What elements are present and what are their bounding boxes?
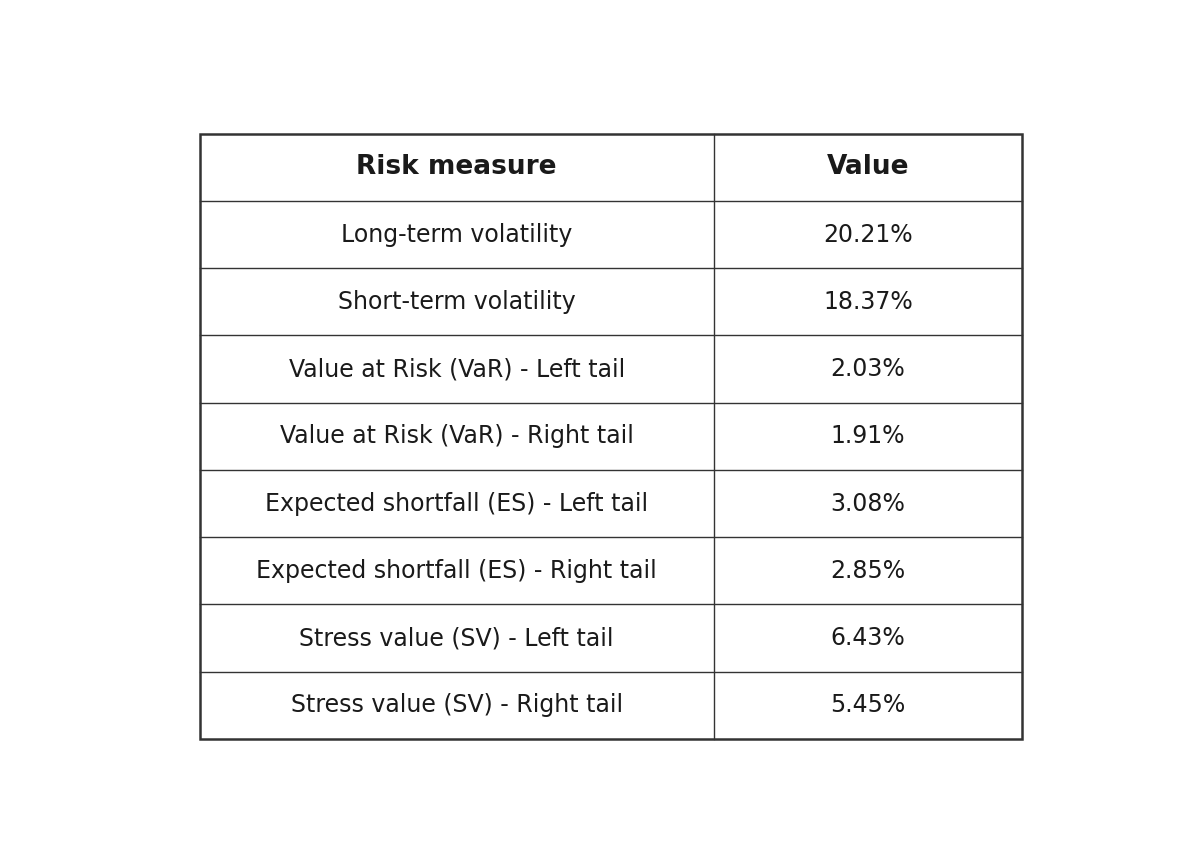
Text: 6.43%: 6.43% bbox=[831, 626, 905, 650]
Text: 1.91%: 1.91% bbox=[831, 424, 905, 448]
Bar bbox=[714, 605, 1022, 671]
Text: 18.37%: 18.37% bbox=[822, 289, 913, 314]
Text: 2.03%: 2.03% bbox=[831, 357, 905, 381]
Bar bbox=[714, 201, 1022, 268]
Bar bbox=[714, 470, 1022, 537]
Bar bbox=[200, 605, 714, 671]
Bar bbox=[714, 268, 1022, 335]
Text: Expected shortfall (ES) - Right tail: Expected shortfall (ES) - Right tail bbox=[256, 559, 657, 583]
Text: Long-term volatility: Long-term volatility bbox=[341, 223, 572, 246]
Text: Stress value (SV) - Right tail: Stress value (SV) - Right tail bbox=[291, 694, 622, 717]
Text: 20.21%: 20.21% bbox=[822, 223, 913, 246]
Bar bbox=[200, 403, 714, 470]
Bar bbox=[200, 335, 714, 403]
Bar bbox=[200, 134, 1022, 739]
Text: 5.45%: 5.45% bbox=[830, 694, 906, 717]
Text: Value at Risk (VaR) - Right tail: Value at Risk (VaR) - Right tail bbox=[280, 424, 634, 448]
Bar bbox=[714, 134, 1022, 201]
Bar bbox=[714, 671, 1022, 739]
Bar bbox=[200, 201, 714, 268]
Bar bbox=[714, 537, 1022, 605]
Text: Value: Value bbox=[826, 155, 909, 181]
Text: Risk measure: Risk measure bbox=[356, 155, 557, 181]
Text: Value at Risk (VaR) - Left tail: Value at Risk (VaR) - Left tail bbox=[288, 357, 625, 381]
Text: 2.85%: 2.85% bbox=[831, 559, 906, 583]
Bar bbox=[714, 403, 1022, 470]
Text: Short-term volatility: Short-term volatility bbox=[337, 289, 576, 314]
Text: 3.08%: 3.08% bbox=[831, 492, 905, 516]
Bar bbox=[714, 335, 1022, 403]
Bar bbox=[200, 268, 714, 335]
Bar bbox=[200, 537, 714, 605]
Text: Stress value (SV) - Left tail: Stress value (SV) - Left tail bbox=[299, 626, 614, 650]
Bar bbox=[200, 470, 714, 537]
Text: Expected shortfall (ES) - Left tail: Expected shortfall (ES) - Left tail bbox=[265, 492, 648, 516]
Bar bbox=[200, 671, 714, 739]
Bar bbox=[200, 134, 714, 201]
